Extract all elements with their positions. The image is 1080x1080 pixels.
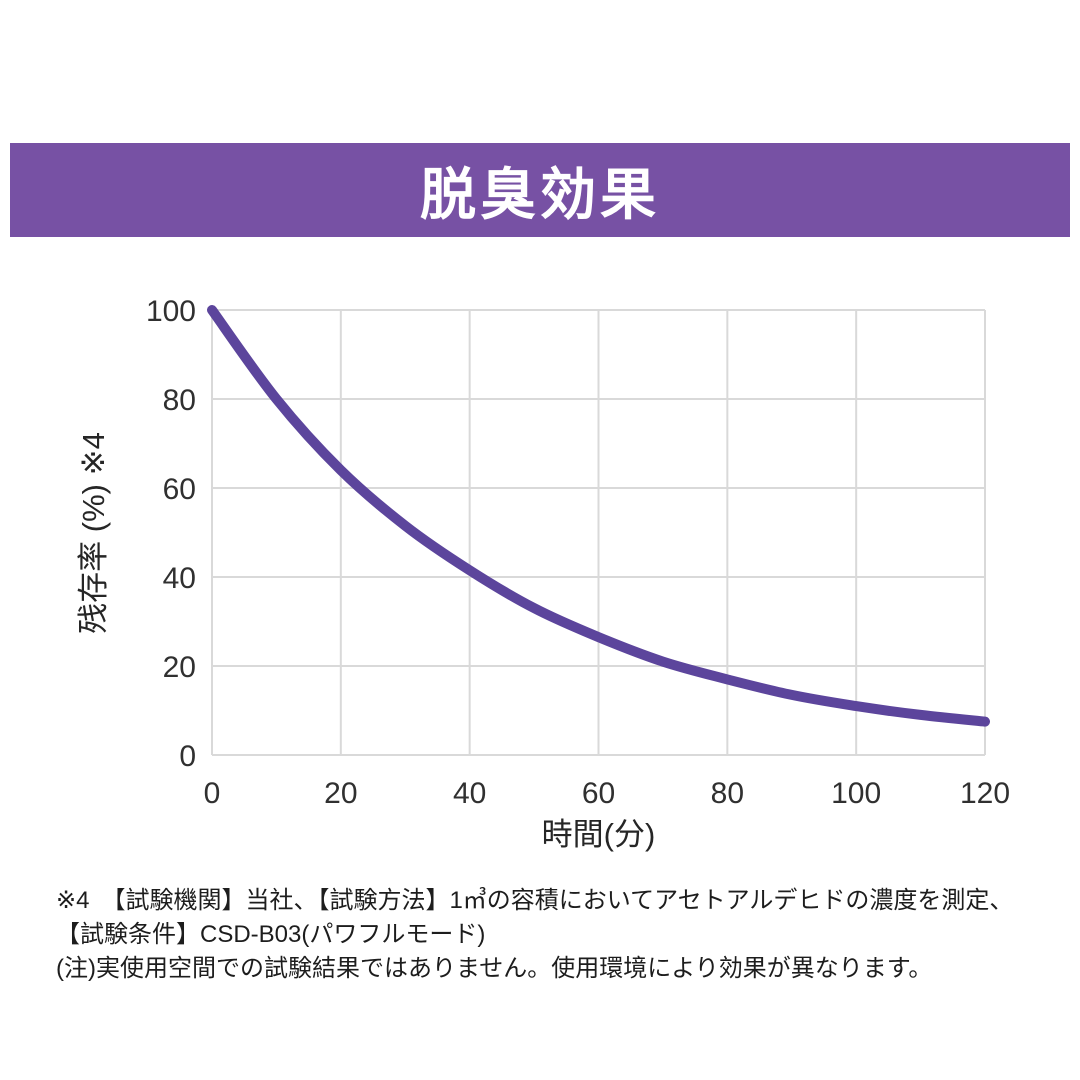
series-curve: [207, 305, 990, 727]
x-tick-label: 100: [831, 777, 881, 810]
y-axis-title: 残存率 (%) ※4: [76, 432, 111, 634]
page-title: 脱臭効果: [420, 162, 660, 226]
x-tick-label: 20: [324, 777, 357, 810]
x-tick-label: 60: [582, 777, 615, 810]
x-tick-label: 40: [453, 777, 486, 810]
y-tick-label: 100: [146, 295, 196, 328]
deodorization-line-chart: 0 20 40 60 80 100 120 0 20 40 60 80 100 時間(分) 残存率 (%) …: [76, 295, 1010, 852]
y-tick-label: 20: [163, 651, 196, 684]
x-tick-label: 0: [204, 777, 221, 810]
y-tick-label: 60: [163, 473, 196, 506]
x-tick-label: 80: [711, 777, 744, 810]
y-tick-label: 40: [163, 562, 196, 595]
footnote-line-3: (注)実使用空間での試験結果ではありません。使用環境により効果が異なります。: [56, 955, 933, 982]
footnote-line-2: 【試験条件】CSD-B03(パワフルモード): [56, 921, 486, 948]
footnote: ※4 【試験機関】当社、【試験方法】1㎥の容積においてアセトアルデヒドの濃度を測…: [56, 884, 1041, 986]
x-tick-label: 120: [960, 777, 1010, 810]
title-banner: 脱臭効果: [10, 143, 1070, 237]
y-tick-label: 80: [163, 384, 196, 417]
y-tick-label: 0: [179, 740, 196, 773]
footnote-line-1: ※4 【試験機関】当社、【試験方法】1㎥の容積においてアセトアルデヒドの濃度を測…: [56, 887, 1014, 914]
x-axis-title: 時間(分): [542, 817, 656, 852]
